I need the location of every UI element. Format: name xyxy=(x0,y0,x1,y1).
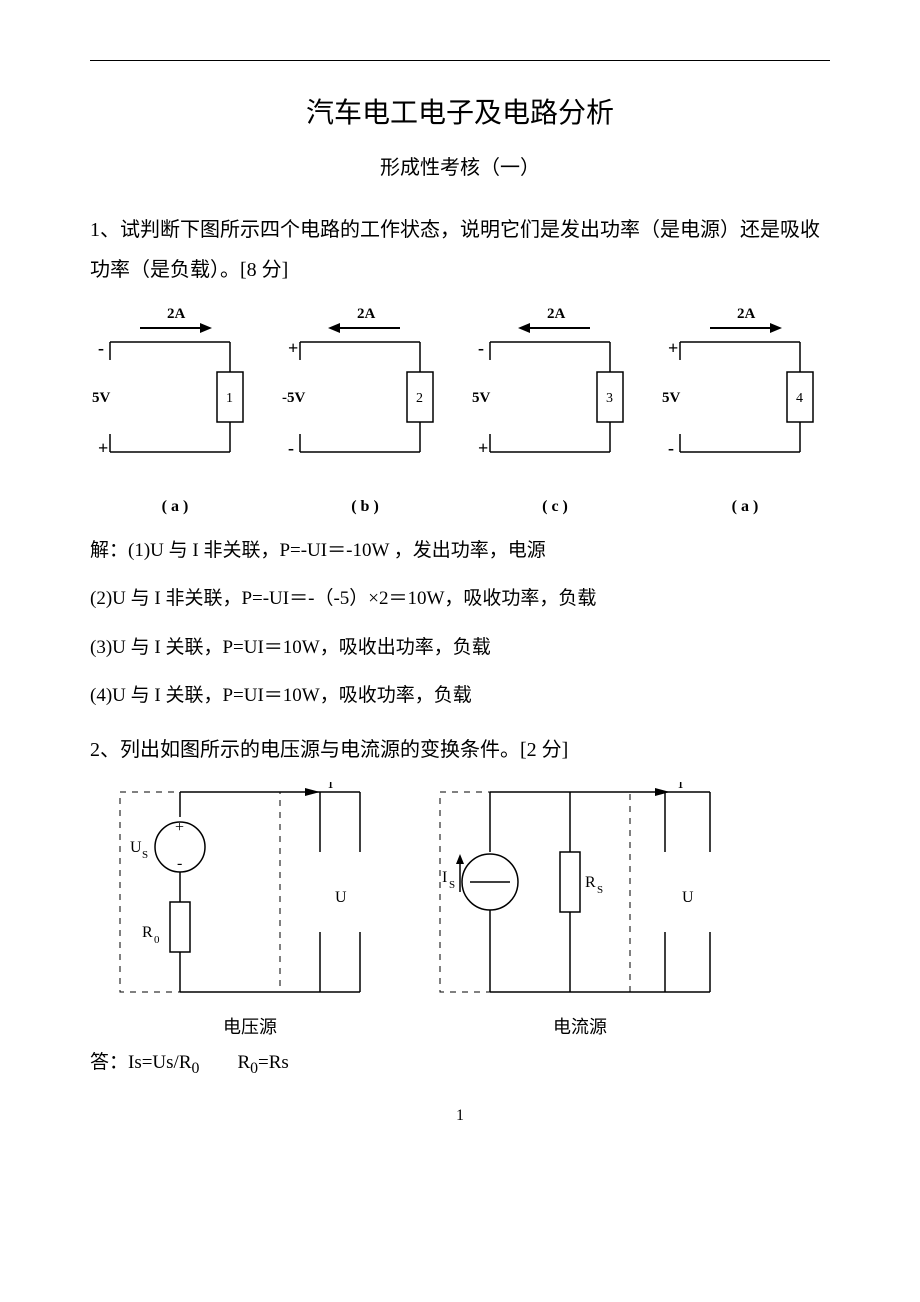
svg-text:1: 1 xyxy=(226,391,233,406)
solution-line-1: 解：(1)U 与 I 非关联，P=-UI＝-10W ，发出功率，电源 xyxy=(90,536,830,566)
voltage-source-cell: + - I U S R xyxy=(110,782,390,1043)
answer-prefix: 答：Is=Us/R xyxy=(90,1052,192,1073)
svg-text:5V: 5V xyxy=(92,390,111,406)
svg-text:2A: 2A xyxy=(737,306,756,322)
answer-suffix: =Rs xyxy=(258,1052,289,1073)
solution-line-2: (2)U 与 I 非关联，P=-UI＝-（-5）×2＝10W，吸收功率，负载 xyxy=(90,584,830,614)
svg-text:+: + xyxy=(175,819,184,836)
solution-line-3: (3)U 与 I 关联，P=UI＝10W，吸收出功率，负载 xyxy=(90,633,830,663)
page-number: 1 xyxy=(90,1107,830,1125)
question-2-text: 2、列出如图所示的电压源与电流源的变换条件。[2 分] xyxy=(90,730,830,770)
circuit-cell: 2A 3 - +5V ( c ) xyxy=(470,302,640,516)
circuit-caption: ( c ) xyxy=(470,498,640,516)
svg-text:S: S xyxy=(597,884,603,896)
svg-text:+: + xyxy=(478,438,488,458)
svg-text:-5V: -5V xyxy=(282,390,305,406)
svg-text:5V: 5V xyxy=(662,390,681,406)
svg-text:+: + xyxy=(288,338,298,358)
svg-text:4: 4 xyxy=(796,391,803,406)
answer-sub2: 0 xyxy=(250,1059,258,1076)
svg-text:-: - xyxy=(98,338,104,358)
svg-text:I: I xyxy=(678,782,683,792)
circuit-cell: 2A 4 + - 5V ( a ) xyxy=(660,302,830,516)
svg-text:+: + xyxy=(98,438,108,458)
svg-text:2A: 2A xyxy=(357,306,376,322)
svg-text:U: U xyxy=(130,839,142,856)
current-source-cell: I S R S I U 电流源 xyxy=(430,782,730,1043)
page-subtitle: 形成性考核（一） xyxy=(90,151,830,180)
svg-text:S: S xyxy=(449,879,455,891)
voltage-source-diagram: + - I U S R xyxy=(110,782,390,1012)
page-title: 汽车电工电子及电路分析 xyxy=(90,91,830,131)
answer-mid: R xyxy=(199,1052,250,1073)
svg-text:2A: 2A xyxy=(547,306,566,322)
circuit-diagram: 2A 4 + - 5V xyxy=(660,302,830,492)
solution-line-4: (4)U 与 I 关联，P=UI＝10W，吸收功率，负载 xyxy=(90,681,830,711)
current-source-caption: 电流源 xyxy=(430,1013,730,1039)
top-rule xyxy=(90,60,830,61)
current-source-diagram: I S R S I U xyxy=(430,782,730,1012)
svg-text:I: I xyxy=(442,869,447,886)
circuit-diagram: 2A 1 - +5V xyxy=(90,302,260,492)
circuit-cell: 2A 2 + - -5V ( b ) xyxy=(280,302,450,516)
circuit-caption: ( a ) xyxy=(90,498,260,516)
question-1-text: 1、试判断下图所示四个电路的工作状态，说明它们是发出功率（是电源）还是吸收功率（… xyxy=(90,210,830,290)
circuit-caption: ( b ) xyxy=(280,498,450,516)
svg-text:-: - xyxy=(177,855,182,872)
svg-text:0: 0 xyxy=(154,934,160,946)
circuit-cell: 2A 1 - +5V ( a ) xyxy=(90,302,260,516)
answer-line: 答：Is=Us/R0 R0=Rs xyxy=(90,1047,830,1078)
svg-text:R: R xyxy=(585,874,596,891)
circuit-diagram: 2A 2 + - -5V xyxy=(280,302,450,492)
q2-diagrams: + - I U S R xyxy=(110,782,830,1043)
svg-text:-: - xyxy=(478,338,484,358)
circuit-caption: ( a ) xyxy=(660,498,830,516)
voltage-source-caption: 电压源 xyxy=(110,1013,390,1039)
svg-text:S: S xyxy=(142,849,148,861)
svg-text:5V: 5V xyxy=(472,390,491,406)
svg-text:-: - xyxy=(668,438,674,458)
svg-text:+: + xyxy=(668,338,678,358)
svg-text:-: - xyxy=(288,438,294,458)
svg-text:2: 2 xyxy=(416,391,423,406)
circuit-diagram: 2A 3 - +5V xyxy=(470,302,640,492)
svg-text:U: U xyxy=(682,889,694,906)
circuits-row: 2A1-+5V( a )2A2+--5V( b )2A3-+5V( c )2A4… xyxy=(90,302,830,516)
svg-text:2A: 2A xyxy=(167,306,186,322)
solution-block: 解：(1)U 与 I 非关联，P=-UI＝-10W ，发出功率，电源 (2)U … xyxy=(90,536,830,712)
svg-text:U: U xyxy=(335,889,347,906)
svg-text:I: I xyxy=(328,782,333,792)
svg-text:R: R xyxy=(142,924,153,941)
svg-text:3: 3 xyxy=(606,391,613,406)
page: 汽车电工电子及电路分析 形成性考核（一） 1、试判断下图所示四个电路的工作状态，… xyxy=(0,0,920,1165)
